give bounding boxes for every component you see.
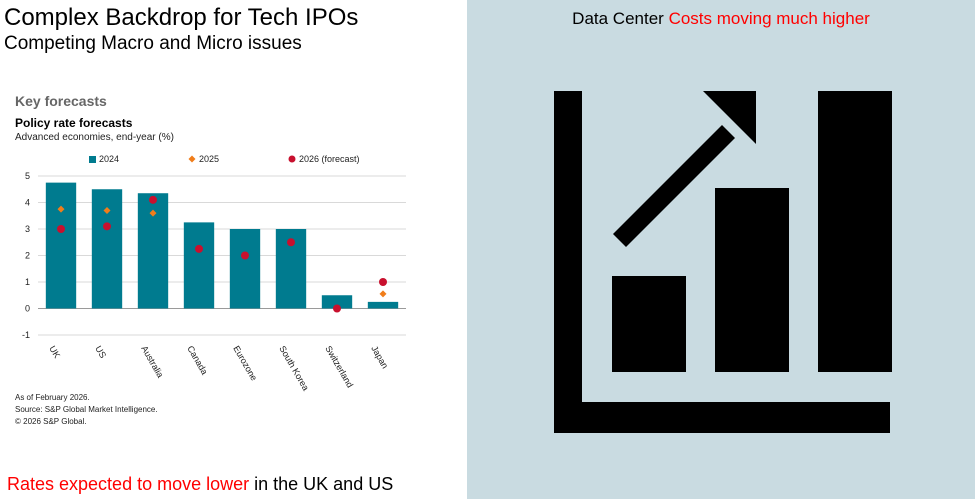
bottom-note-highlight: Rates expected to move lower: [7, 474, 250, 494]
bar: [367, 301, 399, 309]
policy-rate-chart: -1 0 1 2 3 4 5 UK US Australia Canada Eurozone South…: [22, 154, 406, 392]
x-tick-label: Switzerland: [323, 344, 355, 389]
icon-arrow-shaft: [613, 125, 735, 247]
y-tick-label: 4: [25, 198, 30, 208]
circle-marker: [195, 244, 203, 253]
bar: [321, 295, 353, 309]
icon-bar-small: [612, 276, 686, 372]
y-tick-label: 1: [25, 277, 30, 287]
legend-swatch-circle: [288, 155, 296, 163]
icon-arrow-head: [703, 91, 756, 144]
y-tick-label: 3: [25, 224, 30, 234]
slide-subtitle: Competing Macro and Micro issues: [4, 33, 302, 54]
x-tick-label: US: [93, 344, 108, 360]
circle-marker: [333, 304, 341, 313]
icon-axis-horizontal: [554, 402, 890, 433]
y-tick-label: 5: [25, 171, 30, 181]
legend-label: 2025: [199, 154, 219, 164]
footnote-copyright: © 2026 S&P Global.: [15, 417, 87, 426]
legend-label: 2024: [99, 154, 119, 164]
right-panel-title: Data Center Costs moving much higher: [467, 9, 975, 29]
circle-marker: [149, 195, 157, 204]
diamond-marker: [379, 290, 387, 298]
right-title-highlight: Costs moving much higher: [668, 9, 870, 28]
right-title-plain: Data Center: [572, 9, 669, 28]
circle-marker: [287, 238, 295, 247]
chart-title: Policy rate forecasts: [15, 116, 133, 130]
circle-marker: [103, 222, 111, 231]
x-tick-label: Japan: [369, 344, 390, 370]
bottom-note: Rates expected to move lower in the UK a…: [7, 474, 393, 495]
x-tick-label: Eurozone: [231, 344, 259, 382]
x-tick-label: UK: [47, 344, 62, 360]
x-tick-label: Australia: [139, 344, 165, 379]
bar: [183, 222, 215, 309]
section-heading: Key forecasts: [15, 93, 107, 109]
bar-chart-up-arrow-icon: [554, 91, 892, 433]
diamond-marker: [57, 205, 65, 213]
bottom-note-rest: in the UK and US: [249, 474, 394, 494]
circle-marker: [379, 278, 387, 286]
circle-marker: [241, 251, 249, 260]
bar: [45, 182, 77, 309]
legend-swatch-bar: [89, 156, 96, 163]
legend-label: 2026 (forecast): [299, 154, 360, 164]
circle-marker: [57, 225, 65, 233]
y-tick-label: 0: [25, 304, 30, 314]
legend-swatch-diamond: [188, 155, 196, 163]
left-panel: Complex Backdrop for Tech IPOs Competing…: [0, 0, 467, 499]
icon-bar-medium: [715, 188, 789, 372]
diamond-marker: [103, 206, 111, 214]
diamond-marker: [149, 209, 157, 217]
x-tick-label: Canada: [185, 344, 209, 376]
right-panel: Data Center Costs moving much higher: [467, 0, 975, 499]
chart-subtitle: Advanced economies, end-year (%): [15, 132, 174, 143]
icon-bar-tall: [818, 91, 892, 372]
icon-axis-vertical: [554, 91, 582, 433]
y-tick-label: 2: [25, 251, 30, 261]
footnote-asof: As of February 2026.: [15, 393, 90, 402]
footnote-source: Source: S&P Global Market Intelligence.: [15, 405, 158, 414]
slide-title: Complex Backdrop for Tech IPOs: [4, 4, 359, 31]
y-tick-label: -1: [22, 330, 30, 340]
bar: [229, 229, 261, 309]
x-tick-label: South Korea: [277, 344, 311, 392]
